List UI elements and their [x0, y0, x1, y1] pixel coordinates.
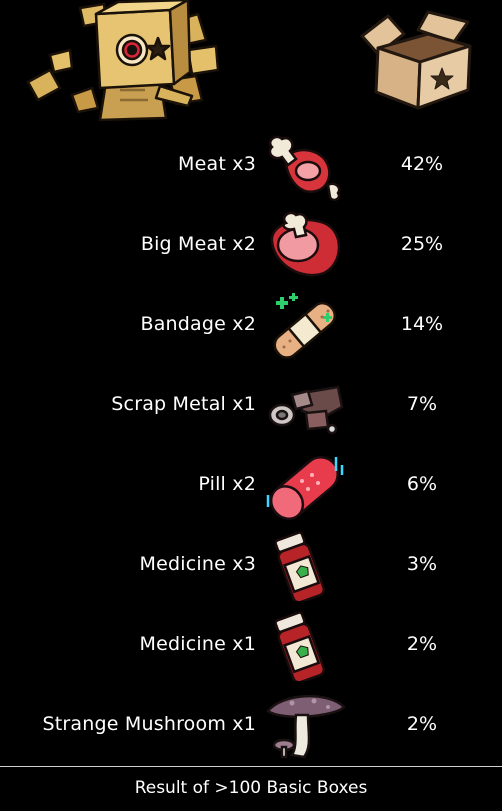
drop-rate: 42% — [400, 153, 444, 175]
item-label: Strange Mushroom x1 — [42, 713, 256, 735]
item-label: Medicine x1 — [139, 633, 256, 655]
footer-divider — [0, 766, 502, 767]
list-item: Medicine x1 2% — [0, 605, 502, 685]
item-label: Big Meat x2 — [140, 233, 256, 255]
list-item: Scrap Metal x1 7% — [0, 365, 502, 445]
footer-caption: Result of >100 Basic Boxes — [134, 778, 368, 798]
drop-rate: 25% — [400, 233, 444, 255]
drop-rate: 2% — [406, 713, 438, 735]
list-item: Bandage x2 14% — [0, 285, 502, 365]
cardboard-box-icon — [360, 10, 472, 110]
list-item: Medicine x3 3% — [0, 525, 502, 605]
drop-rate: 7% — [406, 393, 438, 415]
drop-rate: 14% — [400, 313, 444, 335]
drop-rate-list: Meat x3 42% Big Meat x2 25% Bandage x2 — [0, 125, 502, 765]
pill-icon — [266, 456, 344, 521]
item-label: Pill x2 — [198, 473, 256, 495]
big-meat-icon — [270, 211, 341, 277]
mushroom-icon — [266, 695, 346, 759]
medicine-icon — [274, 611, 326, 681]
drop-rate: 6% — [406, 473, 438, 495]
header — [0, 0, 502, 130]
list-item: Pill x2 6% — [0, 445, 502, 525]
scrap-metal-icon — [268, 385, 344, 435]
list-item: Strange Mushroom x1 2% — [0, 685, 502, 765]
list-item: Meat x3 42% — [0, 125, 502, 205]
box-mascot-icon — [26, 0, 220, 122]
meat-icon — [268, 135, 341, 201]
item-label: Meat x3 — [178, 153, 256, 175]
drop-rate: 3% — [406, 553, 438, 575]
item-label: Bandage x2 — [140, 313, 256, 335]
medicine-icon — [274, 531, 326, 601]
item-label: Medicine x3 — [139, 553, 256, 575]
bandage-icon — [273, 293, 337, 359]
list-item: Big Meat x2 25% — [0, 205, 502, 285]
item-label: Scrap Metal x1 — [111, 393, 256, 415]
drop-rate: 2% — [406, 633, 438, 655]
